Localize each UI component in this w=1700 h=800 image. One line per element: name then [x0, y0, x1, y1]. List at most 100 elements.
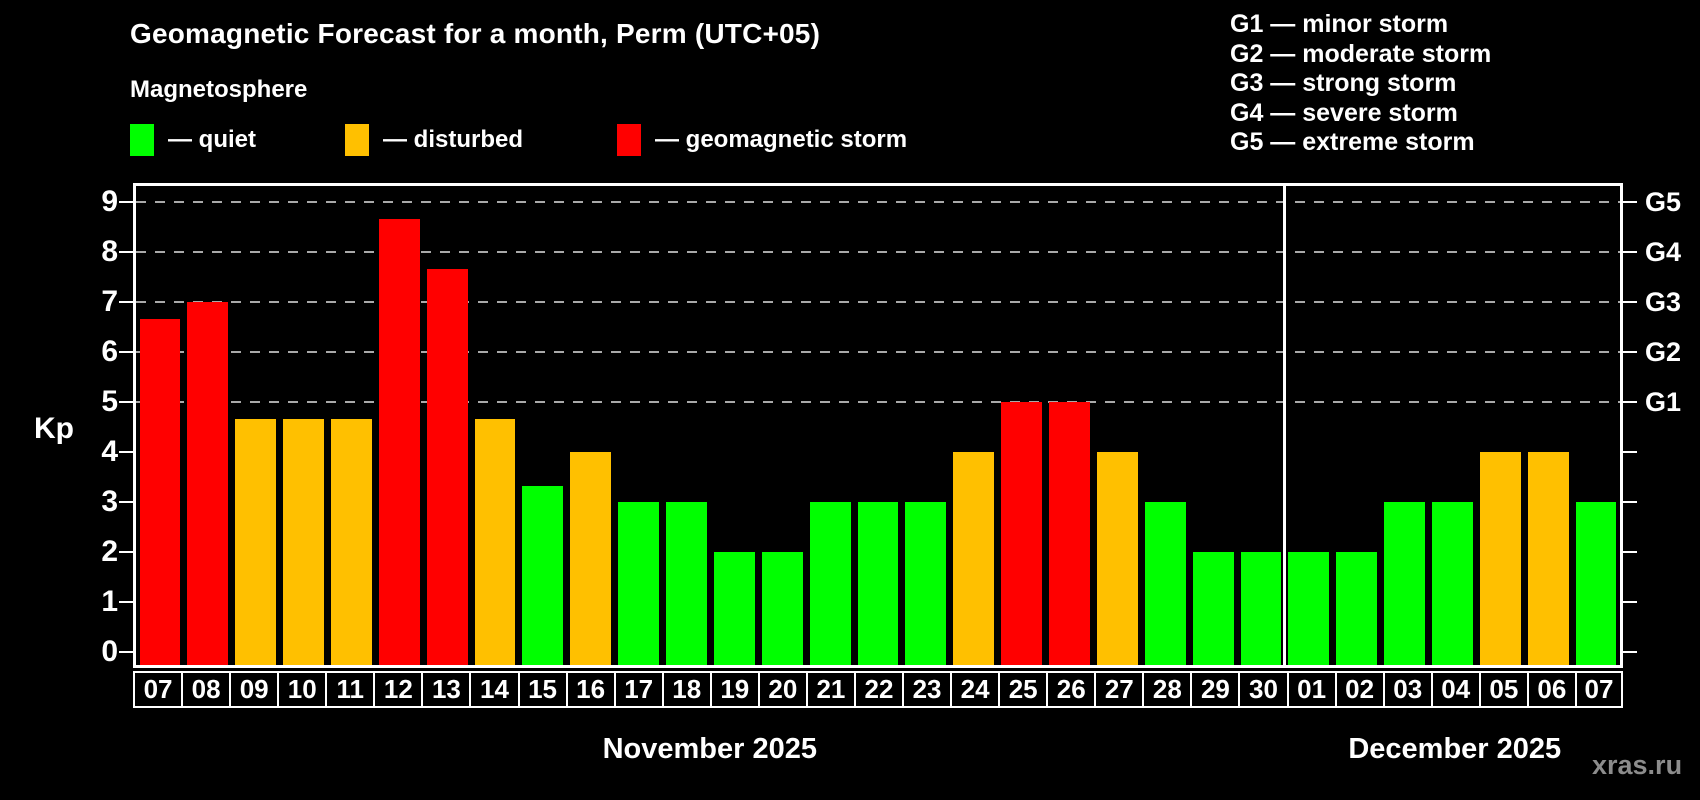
y-tick-left-3: [119, 501, 133, 503]
quiet-color-swatch: [130, 124, 154, 156]
chart-subtitle: Magnetosphere: [130, 76, 308, 103]
kp-bar-dec-04: [1432, 502, 1473, 665]
day-label-box-dec-03: 03: [1382, 671, 1433, 708]
y-tick-right-8: [1623, 251, 1637, 253]
day-label-box-nov-10: 10: [277, 671, 328, 708]
y-tick-left-1: [119, 601, 133, 603]
kp-bar-nov-17: [618, 502, 660, 665]
y-tick-label-7: 7: [101, 285, 118, 318]
g-scale-line-g3: G3 — strong storm: [1230, 69, 1457, 97]
g-level-label-g4: G4: [1645, 237, 1682, 267]
day-label-box-dec-06: 06: [1526, 671, 1577, 708]
y-tick-right-7: [1623, 301, 1637, 303]
day-label-box-nov-16: 16: [565, 671, 616, 708]
kp-bar-nov-11: [330, 418, 372, 665]
disturbed-color-swatch: [345, 124, 369, 156]
day-label-box-nov-14: 14: [469, 671, 520, 708]
y-tick-right-3: [1623, 501, 1637, 503]
legend-label-disturbed: — disturbed: [383, 126, 524, 153]
y-tick-label-9: 9: [101, 185, 118, 218]
y-tick-left-9: [119, 201, 133, 203]
g-level-label-g3: G3: [1645, 287, 1682, 317]
day-label-box-nov-09: 09: [229, 671, 280, 708]
y-tick-label-4: 4: [101, 435, 118, 468]
y-tick-label-2: 2: [101, 535, 118, 568]
kp-bar-nov-15: [522, 485, 564, 665]
y-tick-left-7: [119, 301, 133, 303]
day-label-box-nov-18: 18: [661, 671, 712, 708]
kp-bar-nov-22: [857, 502, 899, 665]
y-tick-left-0: [119, 651, 133, 653]
legend-item-disturbed: — disturbed: [345, 123, 523, 157]
kp-bar-nov-09: [235, 418, 277, 665]
legend-item-storm: — geomagnetic storm: [617, 123, 907, 157]
kp-bar-nov-16: [570, 452, 612, 665]
y-tick-right-0: [1623, 651, 1637, 653]
y-tick-left-2: [119, 551, 133, 553]
day-label-box-dec-02: 02: [1334, 671, 1385, 708]
kp-bar-nov-21: [809, 502, 851, 665]
kp-bar-nov-14: [474, 418, 516, 665]
day-label-box-nov-21: 21: [805, 671, 856, 708]
kp-bar-nov-19: [713, 552, 755, 665]
kp-bar-nov-10: [283, 418, 324, 665]
g-level-label-g1: G1: [1645, 387, 1682, 417]
g-scale-line-g5: G5 — extreme storm: [1230, 128, 1475, 156]
page-title: Geomagnetic Forecast for a month, Perm (…: [130, 18, 821, 49]
day-label-box-nov-27: 27: [1094, 671, 1145, 708]
y-tick-label-1: 1: [101, 585, 118, 618]
gridline-kp-6: [136, 351, 1620, 353]
day-label-box-nov-25: 25: [998, 671, 1049, 708]
day-label-box-nov-22: 22: [853, 671, 905, 708]
day-label-box-nov-19: 19: [709, 671, 760, 708]
kp-bar-nov-08: [187, 302, 229, 665]
day-label-box-nov-11: 11: [325, 671, 376, 708]
month-divider: [1283, 186, 1287, 665]
kp-bar-nov-30: [1240, 552, 1282, 665]
day-label-box-nov-24: 24: [950, 671, 1001, 708]
y-tick-left-8: [119, 251, 133, 253]
kp-bar-nov-23: [905, 502, 947, 665]
kp-bar-nov-26: [1049, 402, 1090, 665]
gridline-kp-5: [136, 401, 1620, 403]
y-tick-label-0: 0: [101, 635, 118, 668]
kp-bar-dec-07: [1575, 502, 1617, 665]
plot-area: [133, 183, 1623, 668]
kp-bar-nov-28: [1144, 502, 1186, 665]
day-label-box-nov-29: 29: [1190, 671, 1241, 708]
y-tick-right-6: [1623, 351, 1637, 353]
y-tick-right-1: [1623, 601, 1637, 603]
kp-bar-dec-01: [1288, 552, 1330, 665]
day-label-box-nov-17: 17: [613, 671, 664, 708]
kp-bar-nov-24: [953, 452, 995, 665]
month-label-november: November 2025: [602, 733, 817, 765]
month-label-december: December 2025: [1348, 733, 1562, 765]
watermark: xras.ru: [1592, 750, 1683, 780]
y-tick-left-5: [119, 401, 133, 403]
legend-label-storm: — geomagnetic storm: [655, 126, 908, 153]
day-label-box-nov-28: 28: [1142, 671, 1193, 708]
kp-bar-dec-05: [1479, 452, 1521, 665]
legend-item-quiet: — quiet: [130, 123, 256, 157]
legend-label-quiet: — quiet: [168, 126, 256, 153]
g-level-label-g2: G2: [1645, 337, 1682, 367]
day-label-box-nov-15: 15: [517, 671, 568, 708]
x-axis-day-labels: 07 08 09 10 11 12 13 14 15 16 17 18 19 20 21 22 23 24 25 26…: [133, 671, 1623, 708]
kp-bar-dec-06: [1527, 452, 1569, 665]
day-label-box-nov-23: 23: [902, 671, 953, 708]
y-tick-label-3: 3: [101, 485, 118, 518]
kp-bar-nov-20: [761, 552, 803, 665]
y-tick-right-9: [1623, 201, 1637, 203]
storm-color-swatch: [617, 124, 641, 156]
kp-bar-nov-13: [426, 268, 468, 665]
kp-bar-nov-18: [666, 502, 707, 665]
gridline-kp-9: [136, 201, 1620, 203]
gridline-kp-7: [136, 301, 1620, 303]
kp-bar-nov-07: [139, 318, 181, 665]
g-scale-legend: G1 — minor storm G2 — moderate storm G3 …: [1230, 10, 1491, 158]
y-tick-left-6: [119, 351, 133, 353]
kp-bar-nov-25: [1001, 402, 1043, 665]
day-label-box-dec-05: 05: [1478, 671, 1529, 708]
kp-bar-nov-29: [1192, 552, 1234, 665]
kp-bar-dec-02: [1336, 552, 1378, 665]
